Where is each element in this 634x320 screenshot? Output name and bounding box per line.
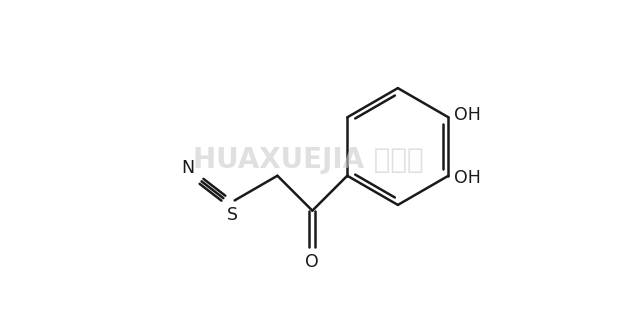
Text: HUAXUEJIA 化学加: HUAXUEJIA 化学加 [193, 146, 424, 174]
Text: O: O [306, 253, 319, 271]
Text: OH: OH [454, 169, 481, 187]
Text: N: N [182, 159, 195, 177]
Text: OH: OH [454, 106, 481, 124]
Text: S: S [227, 206, 238, 224]
